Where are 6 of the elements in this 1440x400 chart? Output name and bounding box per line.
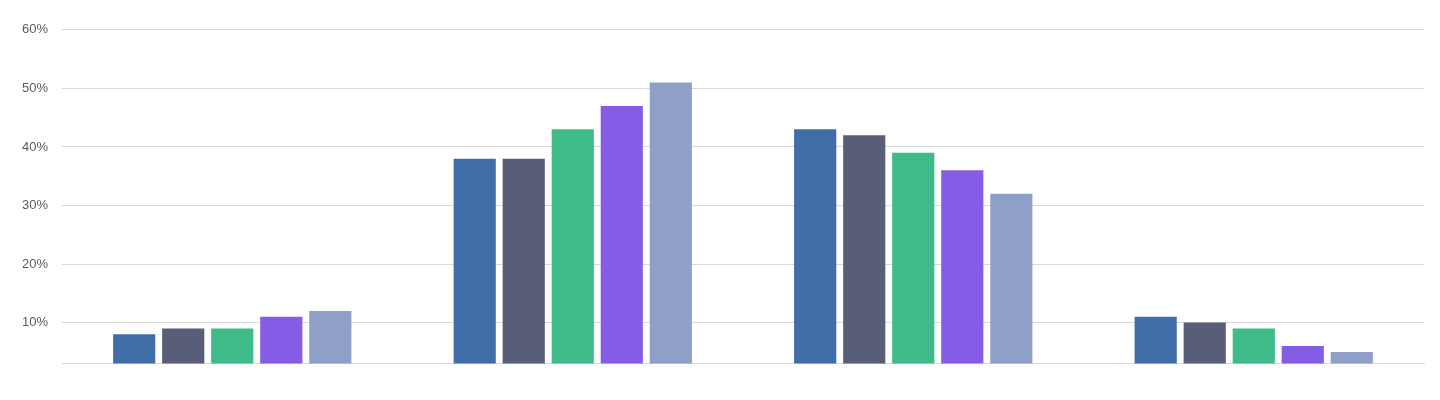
y-tick-label: 10% xyxy=(21,314,49,330)
y-tick-label: 50% xyxy=(21,79,49,95)
y-tick-label: 60% xyxy=(21,21,49,37)
y-tick-label: 30% xyxy=(21,197,49,213)
y-tick-label: 40% xyxy=(21,138,49,154)
y-tick-label: 20% xyxy=(21,255,49,271)
